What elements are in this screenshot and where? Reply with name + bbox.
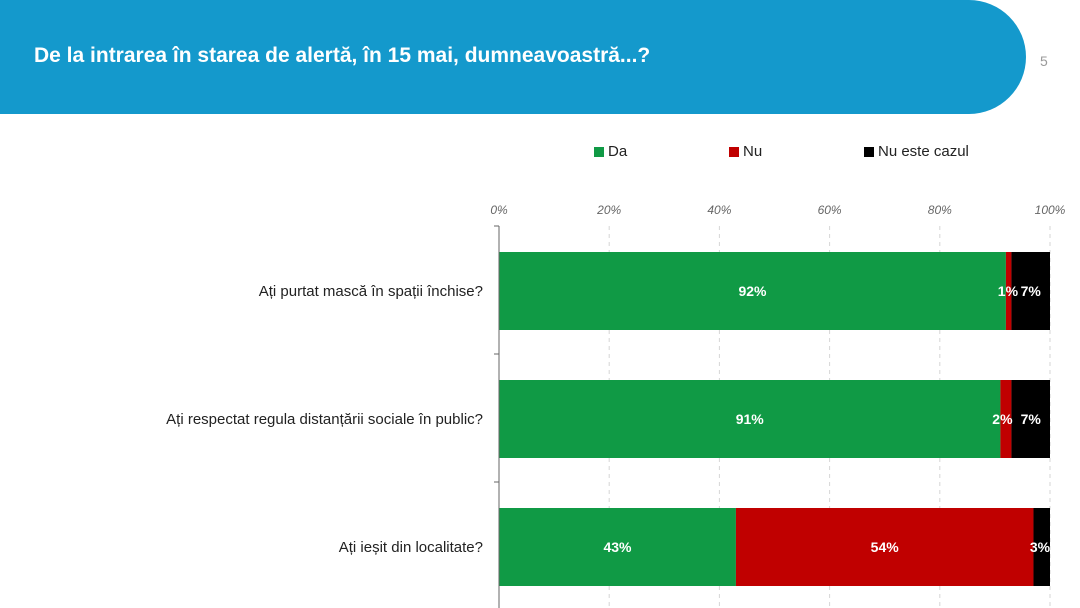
bar-segment — [1011, 380, 1050, 458]
chart-legend: Da Nu Nu este cazul — [0, 143, 1080, 163]
bar-segment — [1005, 252, 1012, 330]
bar-segment — [499, 380, 1001, 458]
slide-title: De la intrarea în starea de alertă, în 1… — [34, 44, 651, 67]
legend-label-nu-este-cazul: Nu este cazul — [878, 143, 969, 160]
x-tick-label: 20% — [596, 203, 621, 217]
bar-segment — [499, 508, 736, 586]
legend-swatch-nu — [729, 146, 739, 157]
legend-swatch-nu-este-cazul — [864, 146, 874, 157]
data-label: 91% — [736, 411, 765, 427]
legend-label-nu: Nu — [743, 143, 763, 160]
legend-item-nu: Nu — [729, 143, 762, 160]
bar-segment — [1000, 380, 1012, 458]
x-tick-label: 80% — [928, 203, 952, 217]
bar-segment — [499, 252, 1006, 330]
data-label: 3% — [1030, 539, 1051, 555]
legend-item-nu-este-cazul: Nu este cazul — [864, 143, 969, 160]
page-number: 5 — [1040, 53, 1048, 69]
category-label: Ați respectat regula distanțării sociale… — [166, 411, 483, 428]
data-label: 2% — [992, 411, 1013, 427]
data-label: 7% — [1021, 283, 1042, 299]
data-label: 1% — [998, 283, 1019, 299]
x-tick-label: 40% — [707, 203, 731, 217]
data-label: 43% — [603, 539, 632, 555]
x-tick-label: 100% — [1035, 203, 1066, 217]
category-label: Ați purtat mască în spații închise? — [259, 283, 483, 300]
x-tick-label: 0% — [490, 203, 508, 217]
bar-segment — [1011, 252, 1050, 330]
legend-label-da: Da — [608, 143, 628, 160]
data-label: 54% — [871, 539, 900, 555]
legend-item-da: Da — [594, 143, 627, 160]
bar-segment — [1033, 508, 1050, 586]
legend-swatch-da — [594, 146, 604, 157]
bar-segment — [735, 508, 1034, 586]
data-label: 92% — [738, 283, 767, 299]
category-label: Ați ieșit din localitate? — [339, 539, 483, 556]
header-banner: De la intrarea în starea de alertă, în 1… — [0, 0, 1026, 114]
data-label: 7% — [1021, 411, 1042, 427]
x-tick-label: 60% — [818, 203, 842, 217]
